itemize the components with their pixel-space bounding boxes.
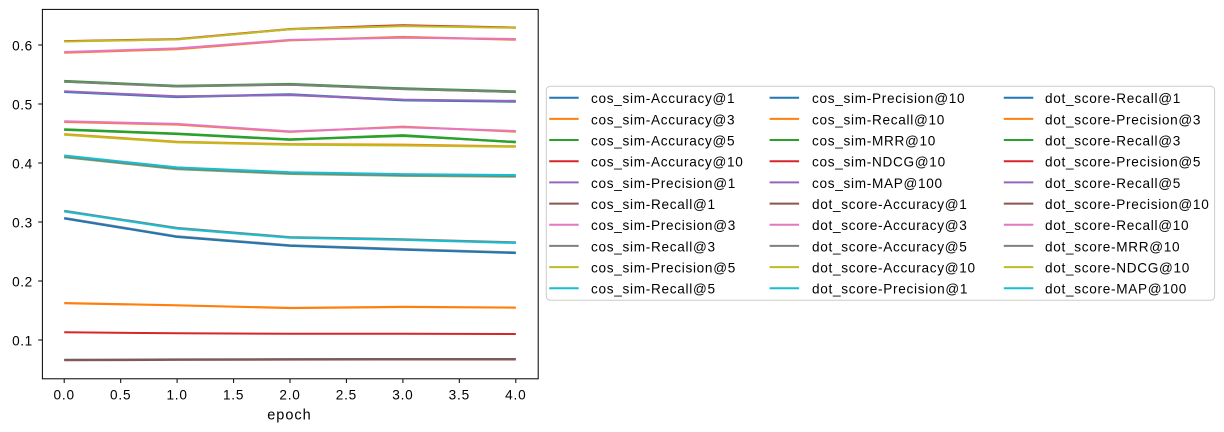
svg-text:cos_sim-Accuracy@5: cos_sim-Accuracy@5 <box>591 133 735 148</box>
svg-text:dot_score-MAP@100: dot_score-MAP@100 <box>1045 282 1187 297</box>
svg-text:cos_sim-Accuracy@3: cos_sim-Accuracy@3 <box>591 112 735 127</box>
svg-text:0.5: 0.5 <box>110 387 131 402</box>
svg-text:cos_sim-Accuracy@10: cos_sim-Accuracy@10 <box>591 155 744 170</box>
svg-text:epoch: epoch <box>267 408 312 424</box>
svg-text:3.0: 3.0 <box>392 387 413 402</box>
svg-text:dot_score-Precision@3: dot_score-Precision@3 <box>1045 112 1201 127</box>
svg-text:0.1: 0.1 <box>12 334 33 349</box>
svg-text:cos_sim-MRR@10: cos_sim-MRR@10 <box>812 133 936 148</box>
svg-text:0.0: 0.0 <box>54 387 75 402</box>
svg-text:2.0: 2.0 <box>279 387 300 402</box>
svg-text:cos_sim-Recall@5: cos_sim-Recall@5 <box>591 282 716 297</box>
svg-text:0.2: 0.2 <box>12 275 33 290</box>
svg-text:1.0: 1.0 <box>166 387 187 402</box>
svg-text:cos_sim-NDCG@10: cos_sim-NDCG@10 <box>812 155 946 170</box>
svg-text:dot_score-Recall@1: dot_score-Recall@1 <box>1045 91 1181 106</box>
svg-text:dot_score-Accuracy@3: dot_score-Accuracy@3 <box>812 218 968 233</box>
svg-text:dot_score-Precision@1: dot_score-Precision@1 <box>812 282 968 297</box>
svg-text:dot_score-Recall@3: dot_score-Recall@3 <box>1045 133 1181 148</box>
svg-text:1.5: 1.5 <box>223 387 244 402</box>
svg-text:cos_sim-MAP@100: cos_sim-MAP@100 <box>812 176 943 191</box>
svg-text:dot_score-MRR@10: dot_score-MRR@10 <box>1045 239 1180 254</box>
svg-text:4.0: 4.0 <box>505 387 526 402</box>
svg-text:0.4: 0.4 <box>12 157 33 172</box>
svg-text:0.5: 0.5 <box>12 98 33 113</box>
svg-text:dot_score-Recall@10: dot_score-Recall@10 <box>1045 218 1189 233</box>
svg-text:cos_sim-Precision@10: cos_sim-Precision@10 <box>812 91 965 106</box>
svg-text:dot_score-Accuracy@1: dot_score-Accuracy@1 <box>812 197 968 212</box>
svg-text:0.6: 0.6 <box>12 39 33 54</box>
svg-text:cos_sim-Precision@5: cos_sim-Precision@5 <box>591 261 736 276</box>
svg-text:2.5: 2.5 <box>336 387 357 402</box>
svg-text:cos_sim-Recall@1: cos_sim-Recall@1 <box>591 197 716 212</box>
svg-text:dot_score-Precision@10: dot_score-Precision@10 <box>1045 197 1209 212</box>
svg-text:cos_sim-Accuracy@1: cos_sim-Accuracy@1 <box>591 91 735 106</box>
svg-text:dot_score-Accuracy@10: dot_score-Accuracy@10 <box>812 261 976 276</box>
svg-text:dot_score-Recall@5: dot_score-Recall@5 <box>1045 176 1181 191</box>
svg-text:0.3: 0.3 <box>12 216 33 231</box>
svg-text:dot_score-NDCG@10: dot_score-NDCG@10 <box>1045 261 1190 276</box>
svg-text:dot_score-Precision@5: dot_score-Precision@5 <box>1045 155 1201 170</box>
svg-text:cos_sim-Precision@3: cos_sim-Precision@3 <box>591 218 736 233</box>
svg-text:dot_score-Accuracy@5: dot_score-Accuracy@5 <box>812 239 968 254</box>
svg-text:3.5: 3.5 <box>449 387 470 402</box>
svg-text:cos_sim-Precision@1: cos_sim-Precision@1 <box>591 176 736 191</box>
svg-text:cos_sim-Recall@10: cos_sim-Recall@10 <box>812 112 945 127</box>
svg-text:cos_sim-Recall@3: cos_sim-Recall@3 <box>591 239 716 254</box>
